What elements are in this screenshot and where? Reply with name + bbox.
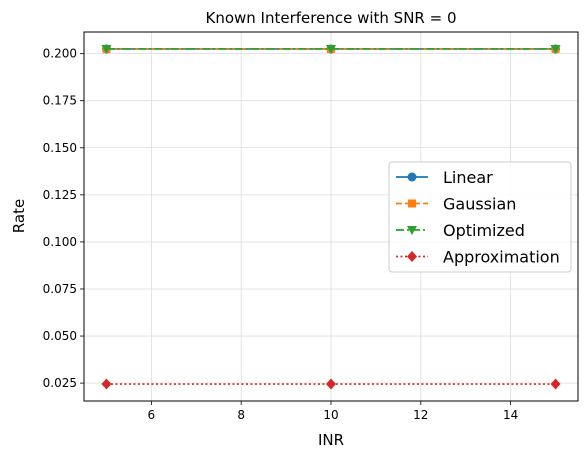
legend-marker — [408, 199, 416, 208]
y-tick-label: 0.025 — [43, 376, 77, 390]
legend-marker — [407, 226, 417, 235]
data-point-optimized — [326, 44, 336, 54]
x-tick-label: 14 — [503, 408, 518, 422]
legend-label: Approximation — [443, 248, 560, 267]
y-tick-label: 0.175 — [43, 94, 77, 108]
x-tick-label: 12 — [413, 408, 428, 422]
legend: Linear Gaussian Optimized Approximation — [388, 161, 572, 273]
legend-item-gaussian: Gaussian — [396, 195, 516, 214]
legend-item-optimized: Optimized — [396, 221, 525, 240]
y-tick-label: 0.075 — [43, 282, 77, 296]
series-approximation — [101, 378, 561, 390]
legend-label: Optimized — [443, 221, 525, 240]
x-tick-label: 10 — [323, 408, 338, 422]
y-tick-label: 0.125 — [43, 188, 77, 202]
y-tick-label: 0.100 — [43, 235, 77, 249]
x-tick-label: 8 — [237, 408, 245, 422]
y-axis-title: Rate — [10, 199, 28, 233]
legend-label: Linear — [443, 168, 493, 187]
data-point-approximation — [550, 378, 561, 390]
data-point-optimized — [101, 44, 112, 54]
data-point-approximation — [326, 378, 336, 390]
x-axis-title: INR — [318, 431, 344, 449]
legend-marker — [407, 251, 417, 262]
legend-label: Gaussian — [443, 195, 516, 214]
y-tick-label: 0.050 — [43, 329, 77, 343]
chart-title: Known Interference with SNR = 0 — [205, 9, 456, 27]
data-point-approximation — [101, 378, 112, 390]
y-tick-label: 0.200 — [43, 47, 77, 61]
legend-item-linear: Linear — [396, 168, 493, 187]
legend-box — [388, 161, 572, 273]
y-axis-ticks: 0.025 0.050 0.075 0.100 0.125 0.150 0.175 0.200 — [43, 47, 84, 390]
x-axis-ticks: 6 8 10 12 14 — [148, 401, 518, 422]
data-point-optimized — [550, 44, 561, 54]
series-layer — [101, 44, 561, 390]
x-tick-label: 6 — [148, 408, 156, 422]
legend-item-approximation: Approximation — [396, 248, 560, 267]
legend-marker — [407, 172, 417, 182]
y-tick-label: 0.150 — [43, 141, 77, 155]
series-optimized — [101, 44, 561, 54]
